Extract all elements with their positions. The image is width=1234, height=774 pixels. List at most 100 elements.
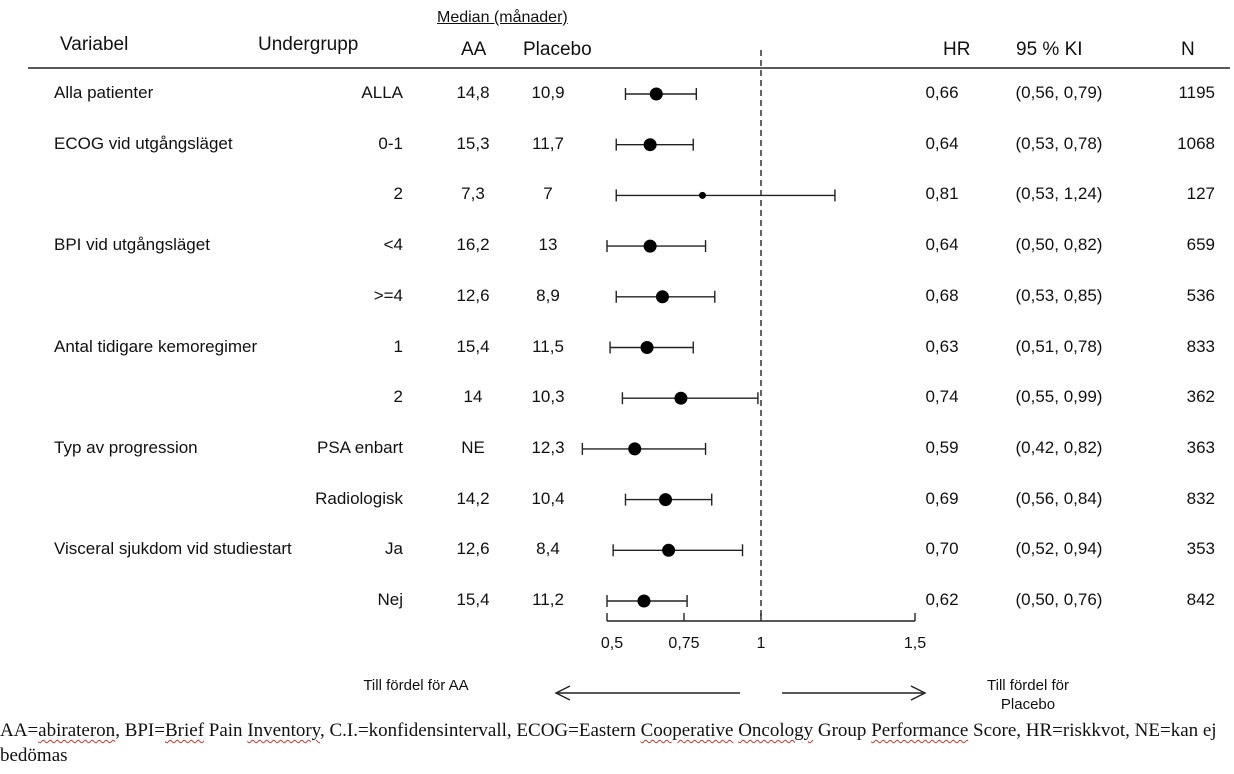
row-hr-value: 0,81 [925, 184, 959, 204]
row-subgroup-label: Radiologisk [315, 488, 403, 508]
hr-point [659, 493, 673, 507]
row-n-value: 842 [1186, 590, 1215, 609]
footnote-text: Score, HR=riskkvot, NE=kan ej bedömas [0, 720, 1217, 766]
row-subgroup-label: Ja [385, 539, 403, 559]
hr-point [649, 87, 663, 101]
row-n-value: 362 [1186, 387, 1215, 407]
footnote-term: Inventory [247, 720, 320, 741]
col-aa-header: AA [461, 39, 487, 60]
col-placebo-header: Placebo [523, 39, 592, 60]
row-variable-label: Alla patienter [54, 83, 154, 102]
hr-point [628, 442, 642, 456]
row-ci-value: (0,50, 0,76) [1015, 590, 1103, 609]
row-median-aa: NE [461, 437, 485, 457]
row-hr-value: 0,74 [925, 387, 959, 407]
row-median-placebo: 12,3 [531, 437, 565, 457]
row-median-placebo: 13 [538, 235, 558, 255]
row-subgroup-label: <4 [383, 235, 403, 255]
row-n-value: 1195 [1178, 83, 1215, 102]
row-hr-value: 0,68 [925, 285, 959, 305]
row-subgroup-label: Nej [377, 590, 403, 609]
row-median-placebo: 11,2 [532, 590, 564, 609]
row-median-placebo: 8,4 [536, 539, 560, 559]
col-n-header: N [1181, 39, 1195, 60]
row-median-aa: 16,2 [456, 235, 490, 255]
footnote-text: Group [813, 720, 872, 741]
hr-point [637, 594, 651, 608]
row-subgroup-label: PSA enbart [316, 437, 403, 457]
footnote: AA=abirateron, BPI=Brief Pain Inventory,… [0, 718, 1230, 768]
row-median-placebo: 8,9 [536, 285, 560, 305]
row-subgroup-label: 1 [393, 336, 403, 356]
row-ci-value: (0,53, 1,24) [1015, 184, 1103, 204]
row-median-placebo: 7 [543, 184, 553, 204]
favor-placebo-note: Till fördel för Placebo [987, 677, 1069, 713]
col-subgroup-header: Undergrupp [258, 34, 359, 55]
row-subgroup-label: >=4 [373, 285, 403, 305]
arrow-right-head [910, 685, 927, 701]
row-ci-value: (0,50, 0,82) [1015, 235, 1103, 255]
row-n-value: 832 [1186, 488, 1215, 508]
row-median-aa: 12,6 [456, 285, 490, 305]
row-median-placebo: 11,5 [532, 336, 564, 356]
row-median-aa: 15,3 [456, 133, 490, 153]
row-median-aa: 14,2 [456, 488, 490, 508]
row-subgroup-label: ALLA [361, 83, 403, 102]
hr-point [643, 138, 657, 152]
footnote-text: AA= [0, 720, 39, 741]
col-ci-header: 95 % KI [1016, 39, 1083, 60]
row-variable-label: Antal tidigare kemoregimer [54, 336, 258, 356]
row-n-value: 659 [1186, 235, 1215, 255]
row-subgroup-label: 2 [393, 184, 403, 204]
row-median-placebo: 10,9 [531, 83, 565, 102]
hr-point [643, 239, 657, 253]
row-n-value: 363 [1186, 437, 1215, 457]
footnote-term: Cooperative [640, 720, 734, 741]
row-median-placebo: 10,4 [531, 488, 565, 508]
row-ci-value: (0,53, 0,85) [1015, 285, 1103, 305]
row-hr-value: 0,64 [925, 133, 959, 153]
row-n-value: 353 [1186, 539, 1215, 559]
hr-point [640, 341, 654, 354]
row-variable-label: ECOG vid utgångsläget [54, 133, 233, 153]
hr-point [662, 543, 676, 557]
footnote-text: , BPI= [115, 720, 165, 741]
row-hr-value: 0,59 [925, 437, 959, 457]
row-median-aa: 14 [463, 387, 483, 407]
row-n-value: 127 [1186, 184, 1215, 204]
row-hr-value: 0,69 [925, 488, 959, 508]
col-variable-header: Variabel [60, 34, 129, 55]
x-tick-label: 0,75 [668, 635, 700, 652]
row-n-value: 1068 [1177, 133, 1215, 153]
row-ci-value: (0,56, 0,79) [1015, 83, 1103, 102]
row-ci-value: (0,55, 0,99) [1015, 387, 1103, 407]
row-hr-value: 0,62 [925, 590, 959, 609]
hr-point [698, 191, 706, 199]
row-variable-label: Typ av progression [54, 437, 198, 457]
x-tick-label: 0,5 [600, 635, 624, 652]
footnote-term: Brief [164, 720, 205, 741]
x-tick-label: 1 [756, 635, 766, 652]
footnote-term: Performance [871, 720, 969, 741]
hr-point [655, 290, 669, 304]
row-n-value: 536 [1186, 285, 1215, 305]
favor-aa-note: Till fördel för AA [363, 677, 469, 694]
row-subgroup-label: 2 [393, 387, 403, 407]
row-median-aa: 15,4 [456, 590, 490, 609]
row-median-aa: 14,8 [456, 83, 490, 102]
row-ci-value: (0,56, 0,84) [1015, 488, 1103, 508]
row-ci-value: (0,42, 0,82) [1015, 437, 1103, 457]
row-median-aa: 12,6 [456, 539, 490, 559]
footnote-term: abirateron [38, 720, 116, 741]
row-n-value: 833 [1186, 336, 1215, 356]
footnote-term: Oncology [738, 720, 814, 741]
hr-point [674, 391, 688, 405]
row-median-aa: 15,4 [456, 336, 490, 356]
row-median-aa: 7,3 [461, 184, 485, 204]
x-tick-label: 1,5 [903, 635, 927, 652]
col-hr-header: HR [943, 39, 971, 60]
row-hr-value: 0,64 [925, 235, 959, 255]
arrow-left-head [554, 685, 571, 701]
row-hr-value: 0,63 [925, 336, 959, 356]
